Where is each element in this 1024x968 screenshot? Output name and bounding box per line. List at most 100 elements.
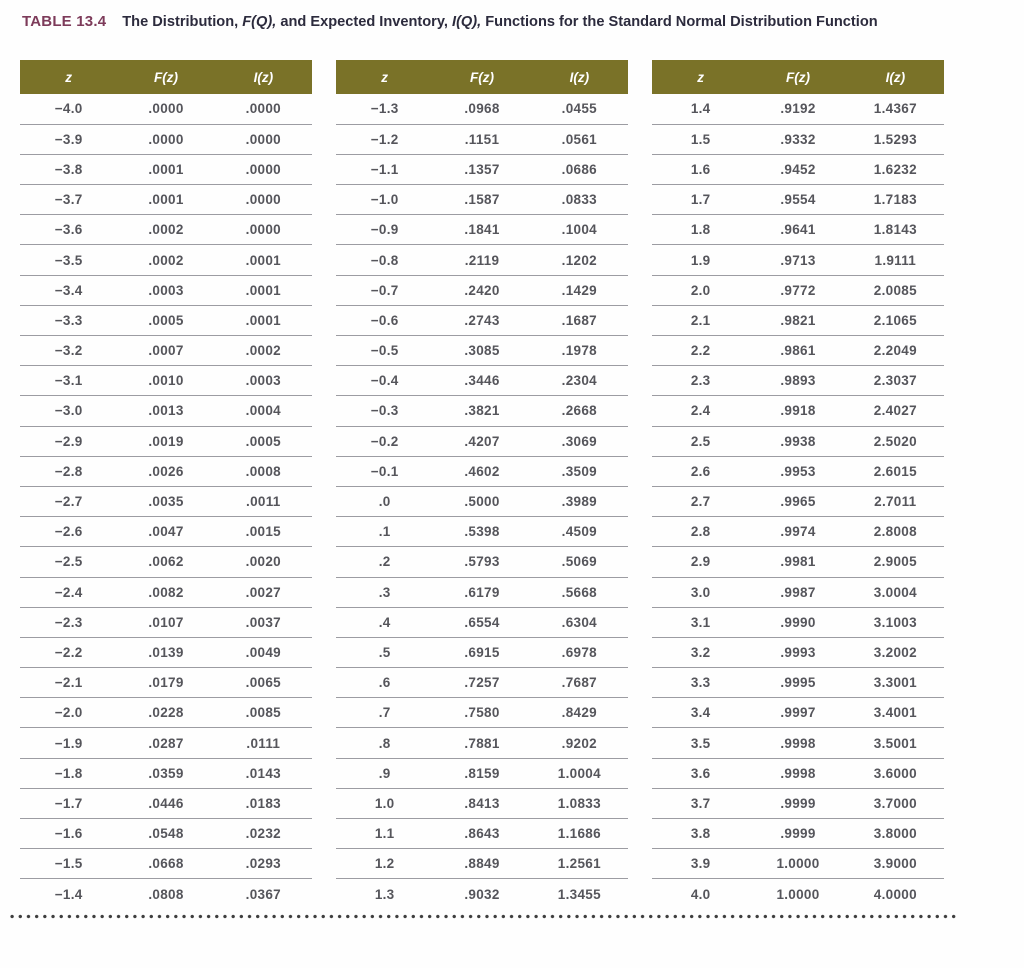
table-cell: 3.2002 <box>846 637 944 669</box>
table-cell: −2.7 <box>20 486 118 518</box>
table-cell: 1.9111 <box>846 244 944 276</box>
table-cell: −2.2 <box>20 637 118 669</box>
lookup-tables-container: z F(z) I(z) −4.0.0000.0000 −3.9.0000.0000… <box>20 60 1024 909</box>
table-cell: .9713 <box>749 244 847 276</box>
table-row: 1.6.9452 1.6232 <box>652 154 944 186</box>
caption-part: Functions for the Standard Normal Distri… <box>481 14 878 30</box>
table-cell: .9821 <box>749 305 847 337</box>
table-cell: −3.3 <box>20 305 118 337</box>
table-cell: .5668 <box>530 577 628 608</box>
table-cell: 2.5 <box>652 426 750 457</box>
column-header-iz: I(z) <box>530 60 628 94</box>
table-row: −0.9.1841.1004 <box>336 214 628 246</box>
table-cell: 3.9000 <box>846 848 944 880</box>
table-cell: −0.6 <box>336 305 434 337</box>
table-cell: 3.3001 <box>846 667 944 699</box>
table-row: 2.7.9965 2.7011 <box>652 486 944 518</box>
table-cell: .3821 <box>433 395 531 427</box>
table-cell: .7 <box>336 697 434 729</box>
table-cell: .9998 <box>749 727 847 759</box>
column-header-iz: I(z) <box>846 60 944 94</box>
table-cell: .0808 <box>148 886 184 902</box>
table-row: 2.3.9893 2.3037 <box>652 365 944 397</box>
table-row: −0.5.3085.1978 <box>336 335 628 367</box>
table-cell: .0082 <box>117 577 215 608</box>
table-cell: .0111 <box>214 727 312 759</box>
table-cell: 1.4 <box>652 94 750 125</box>
table-cell: 2.9005 <box>846 546 944 578</box>
table-cell: .2304 <box>530 365 628 397</box>
table-cell: 3.4001 <box>846 697 944 729</box>
caption-fq: F(Q), <box>242 14 277 30</box>
table-cell: −2.6 <box>20 516 118 548</box>
table-cell: .2668 <box>530 395 628 427</box>
table-cell: .9995 <box>749 667 847 699</box>
table-cell: 3.9 <box>652 848 750 880</box>
table-cell: .0455 <box>530 94 628 125</box>
table-row: 2.5.9938 2.5020 <box>652 426 944 457</box>
table-cell: 1.7 <box>652 184 750 216</box>
table-cell: .4509 <box>530 516 628 548</box>
table-cell: .0005 <box>117 305 215 337</box>
table-cell: .0035 <box>117 486 215 518</box>
table-cell: .0001 <box>214 305 312 337</box>
table-cell: .0004 <box>214 395 312 427</box>
table-row: −3.1.0010.0003 <box>20 365 312 397</box>
table-cell: 3.4 <box>652 697 750 729</box>
table-row: 2.4.9918 2.4027 <box>652 395 944 427</box>
table-cell: .0003 <box>117 275 215 306</box>
table-cell: .0183 <box>214 788 312 820</box>
table-row: .8.7881.9202 <box>336 727 628 759</box>
table-cell: .3509 <box>530 456 628 487</box>
table-cell: 1.9 <box>652 244 750 276</box>
table-cell: −3.2 <box>20 335 118 367</box>
table-cell: .4 <box>336 607 434 638</box>
table-row: 2.6.9953 2.6015 <box>652 456 944 487</box>
table-row: −0.8.2119.1202 <box>336 244 628 276</box>
table-cell: .0228 <box>117 697 215 729</box>
table-row: 3.1.9990 3.1003 <box>652 607 944 638</box>
table-cell: .0001 <box>117 184 215 216</box>
table-cell: .9554 <box>749 184 847 216</box>
table-row: 1.3 .9032 1.3455 <box>336 879 628 909</box>
table-cell: 1.2 <box>336 848 434 880</box>
table-cell: .3 <box>336 577 434 608</box>
table-cell: .6 <box>336 667 434 699</box>
table-cell: .8159 <box>433 758 531 789</box>
table-cell: 2.4 <box>652 395 750 427</box>
column-header-fz: F(z) <box>117 60 215 94</box>
table-header: z F(z) I(z) <box>652 60 944 94</box>
table-cell: .9861 <box>749 335 847 367</box>
table-cell: .6179 <box>433 577 531 608</box>
table-cell: −0.9 <box>336 214 434 246</box>
table-cell: .0968 <box>433 94 531 125</box>
table-cell: .0446 <box>117 788 215 820</box>
table-cell: .5069 <box>530 546 628 578</box>
table-row: −4.0.0000.0000 <box>20 94 312 125</box>
table-cell: .0015 <box>214 516 312 548</box>
table-cell: 2.5020 <box>846 426 944 457</box>
table-cell: 1.0000 <box>776 886 820 902</box>
table-cell: −1.3 <box>336 94 434 125</box>
table-row: .0.5000.3989 <box>336 486 628 518</box>
table-cell: 2.2 <box>652 335 750 367</box>
column-header-fz: F(z) <box>433 60 531 94</box>
table-row: −2.0.0228.0085 <box>20 697 312 729</box>
table-cell: .9202 <box>530 727 628 759</box>
table-row: 3.5.9998 3.5001 <box>652 727 944 759</box>
table-cell: .4602 <box>433 456 531 487</box>
table-cell: .0287 <box>117 727 215 759</box>
table-cell: .1841 <box>433 214 531 246</box>
table-cell: .8849 <box>433 848 531 880</box>
table-row: −2.1.0179.0065 <box>20 667 312 699</box>
table-row: −1.6.0548.0232 <box>20 818 312 850</box>
table-row: −1.0.1587.0833 <box>336 184 628 216</box>
table-cell: .0143 <box>214 758 312 789</box>
table-cell: −3.6 <box>20 214 118 246</box>
table-cell: 2.0 <box>652 275 750 306</box>
table-row: −0.4.3446.2304 <box>336 365 628 397</box>
table-cell: −2.4 <box>20 577 118 608</box>
table-cell: .0008 <box>214 456 312 487</box>
table-label: TABLE 13.4 <box>22 13 107 30</box>
table-cell: 2.1 <box>652 305 750 337</box>
